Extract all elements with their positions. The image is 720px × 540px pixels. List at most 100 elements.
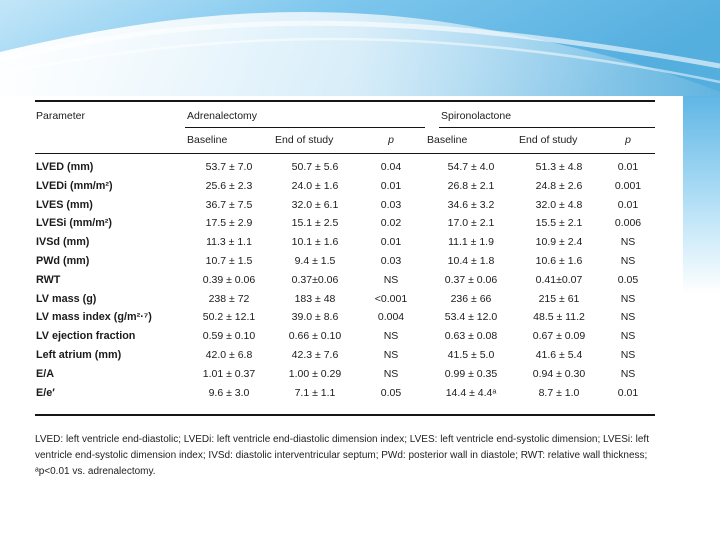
spironolactone-end-value: 10.6 ± 1.6	[535, 254, 583, 267]
group-header-spironolactone: Spironolactone	[425, 101, 655, 128]
adrenalectomy-end-value: 0.37±0.06	[291, 273, 339, 286]
spironolactone-p-value: NS	[620, 367, 636, 380]
adrenalectomy-end-header: End of study	[273, 128, 357, 154]
parameter-column-header: Parameter	[35, 101, 185, 154]
adrenalectomy-baseline-value: 36.7 ± 7.5	[205, 198, 253, 211]
spironolactone-p-value: 0.01	[617, 161, 639, 173]
adrenalectomy-end-value: 42.3 ± 7.6	[291, 348, 339, 361]
table-body: LVED (mm) 53.7 ± 7.0 50.7 ± 5.6 0.04 54.…	[35, 154, 655, 416]
adrenalectomy-p-header: p	[357, 128, 425, 154]
row-label: PWd (mm)	[36, 254, 90, 267]
spironolactone-baseline-value: 0.99 ± 0.35	[444, 367, 498, 380]
spironolactone-end-value: 32.0 ± 4.8	[535, 198, 583, 211]
slide-banner-graphic	[0, 0, 720, 96]
adrenalectomy-baseline-value: 0.39 ± 0.06	[202, 273, 256, 286]
adrenalectomy-baseline-value: 11.3 ± 1.1	[206, 236, 252, 249]
spironolactone-end-value: 215 ± 61	[538, 292, 580, 305]
spironolactone-baseline-value: 53.4 ± 12.0	[444, 311, 498, 324]
table-row: LVES (mm) 36.7 ± 7.5 32.0 ± 6.1 0.03 34.…	[35, 196, 655, 215]
table-row: RWT 0.39 ± 0.06 0.37±0.06 NS 0.37 ± 0.06…	[35, 271, 655, 290]
adrenalectomy-end-value: 10.1 ± 1.6	[291, 236, 339, 249]
spironolactone-end-value: 8.7 ± 1.0	[538, 386, 580, 399]
echo-parameters-table: Parameter Adrenalectomy Spironolactone B…	[35, 100, 655, 417]
adrenalectomy-baseline-value: 9.6 ± 3.0	[208, 386, 250, 399]
spironolactone-baseline-value: 41.5 ± 5.0	[447, 348, 495, 361]
adrenalectomy-end-value: 0.66 ± 0.10	[288, 330, 342, 343]
table-row: LV mass index (g/m²·⁷) 50.2 ± 12.1 39.0 …	[35, 308, 655, 327]
row-label: Left atrium (mm)	[36, 348, 122, 361]
spironolactone-p-value: 0.01	[617, 386, 639, 399]
table-row: LVESi (mm/m²) 17.5 ± 2.9 15.1 ± 2.5 0.02…	[35, 214, 655, 233]
adrenalectomy-p-value: 0.01	[380, 179, 402, 192]
subheader-row: Baseline End of study p Baseline End of …	[35, 128, 655, 154]
adrenalectomy-end-value: 183 ± 48	[294, 292, 336, 305]
table-row: LV ejection fraction 0.59 ± 0.10 0.66 ± …	[35, 327, 655, 346]
group-header-adrenalectomy: Adrenalectomy	[185, 101, 425, 128]
spironolactone-baseline-value: 26.8 ± 2.1	[447, 179, 495, 192]
adrenalectomy-baseline-value: 25.6 ± 2.3	[205, 179, 253, 192]
wave-graphic	[0, 0, 720, 96]
row-label: RWT	[36, 273, 61, 286]
row-label: LVESi (mm/m²)	[36, 217, 112, 230]
spironolactone-end-value: 15.5 ± 2.1	[535, 217, 583, 230]
row-label: LVED (mm)	[36, 161, 94, 173]
adrenalectomy-baseline-value: 42.0 ± 6.8	[205, 348, 253, 361]
table-row: Left atrium (mm) 42.0 ± 6.8 42.3 ± 7.6 N…	[35, 346, 655, 365]
table-row: E/e′ 9.6 ± 3.0 7.1 ± 1.1 0.05 14.4 ± 4.4…	[35, 384, 655, 416]
adrenalectomy-p-value: 0.004	[377, 311, 405, 324]
spironolactone-p-value: NS	[620, 236, 636, 249]
spironolactone-baseline-value: 17.0 ± 2.1	[447, 217, 495, 230]
spironolactone-end-value: 10.9 ± 2.4	[535, 236, 583, 249]
adrenalectomy-baseline-value: 238 ± 72	[208, 292, 250, 305]
table-row: E/A 1.01 ± 0.37 1.00 ± 0.29 NS 0.99 ± 0.…	[35, 365, 655, 384]
adrenalectomy-p-value: 0.02	[380, 217, 402, 230]
spironolactone-baseline-value: 11.1 ± 1.9	[448, 236, 494, 249]
adrenalectomy-end-value: 7.1 ± 1.1	[294, 386, 336, 399]
spironolactone-p-value: NS	[620, 292, 636, 305]
adrenalectomy-baseline-value: 17.5 ± 2.9	[205, 217, 253, 230]
table-row: LVEDi (mm/m²) 25.6 ± 2.3 24.0 ± 1.6 0.01…	[35, 177, 655, 196]
spironolactone-p-value: 0.001	[614, 179, 642, 192]
banner-right-fade	[683, 96, 720, 311]
table-row: LVED (mm) 53.7 ± 7.0 50.7 ± 5.6 0.04 54.…	[35, 154, 655, 177]
spironolactone-end-value: 0.67 ± 0.09	[532, 330, 586, 343]
adrenalectomy-p-value: 0.01	[380, 236, 402, 249]
row-label: LVES (mm)	[36, 198, 93, 211]
table-row: PWd (mm) 10.7 ± 1.5 9.4 ± 1.5 0.03 10.4 …	[35, 252, 655, 271]
adrenalectomy-end-value: 32.0 ± 6.1	[291, 198, 339, 211]
spironolactone-baseline-value: 0.63 ± 0.08	[444, 330, 498, 343]
spironolactone-p-value: NS	[620, 348, 636, 361]
group-header-row: Parameter Adrenalectomy Spironolactone	[35, 101, 655, 154]
spironolactone-end-value: 0.94 ± 0.30	[532, 367, 586, 380]
group-label: Adrenalectomy	[187, 110, 258, 122]
adrenalectomy-end-value: 39.0 ± 8.6	[291, 311, 339, 324]
spironolactone-p-value: NS	[620, 254, 636, 267]
table-row: LV mass (g) 238 ± 72 183 ± 48 <0.001 236…	[35, 290, 655, 309]
adrenalectomy-p-value: NS	[383, 273, 399, 286]
spironolactone-p-value: NS	[620, 311, 636, 324]
adrenalectomy-p-value: 0.04	[380, 161, 402, 173]
adrenalectomy-p-value: 0.05	[380, 386, 402, 399]
spironolactone-end-value: 41.6 ± 5.4	[535, 348, 583, 361]
spironolactone-baseline-value: 14.4 ± 4.4ᵃ	[445, 386, 497, 399]
spironolactone-baseline-value: 236 ± 66	[450, 292, 492, 305]
adrenalectomy-p-value: NS	[383, 367, 399, 380]
adrenalectomy-p-value: 0.03	[380, 254, 402, 267]
adrenalectomy-baseline-value: 53.7 ± 7.0	[205, 161, 253, 173]
spironolactone-p-value: 0.01	[617, 198, 639, 211]
adrenalectomy-end-value: 9.4 ± 1.5	[294, 254, 336, 267]
table-footnote: LVED: left ventricle end-diastolic; LVED…	[35, 434, 649, 477]
adrenalectomy-end-value: 50.7 ± 5.6	[291, 161, 339, 173]
adrenalectomy-p-value: 0.03	[380, 198, 402, 211]
table-row: IVSd (mm) 11.3 ± 1.1 10.1 ± 1.6 0.01 11.…	[35, 233, 655, 252]
adrenalectomy-baseline-value: 50.2 ± 12.1	[202, 311, 256, 324]
spironolactone-baseline-value: 34.6 ± 3.2	[447, 198, 495, 211]
row-label: LV mass index (g/m²·⁷)	[36, 311, 152, 324]
adrenalectomy-end-value: 15.1 ± 2.5	[291, 217, 339, 230]
row-label: E/e′	[36, 386, 55, 399]
spironolactone-p-value: NS	[620, 330, 636, 343]
row-label: LV ejection fraction	[36, 330, 136, 343]
spironolactone-end-header: End of study	[517, 128, 601, 154]
adrenalectomy-p-value: <0.001	[374, 292, 408, 305]
row-label: IVSd (mm)	[36, 236, 90, 249]
